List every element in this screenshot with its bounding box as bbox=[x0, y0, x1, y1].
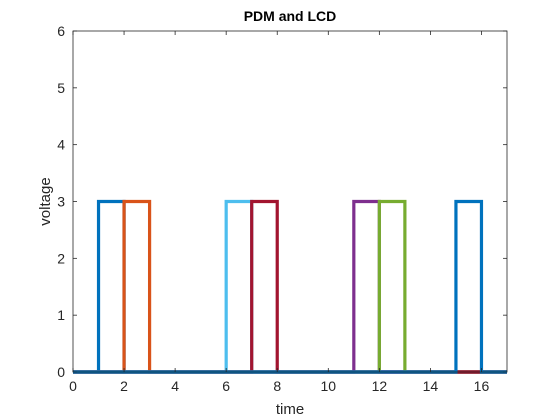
series-line-8 bbox=[73, 199, 507, 374]
y-tick-label: 2 bbox=[57, 250, 65, 266]
y-axis-label: voltage bbox=[37, 177, 54, 225]
x-axis-label: time bbox=[276, 401, 304, 418]
x-tick-label: 2 bbox=[120, 378, 128, 394]
y-tick-label: 6 bbox=[57, 23, 65, 39]
x-tick-label: 16 bbox=[474, 378, 490, 394]
y-tick-label: 1 bbox=[57, 307, 65, 323]
x-tick-label: 6 bbox=[222, 378, 230, 394]
series-line-2 bbox=[73, 199, 507, 374]
series-line-4 bbox=[73, 199, 507, 374]
series-line-3 bbox=[73, 199, 507, 374]
series-line-5 bbox=[73, 199, 507, 374]
x-tick-label: 4 bbox=[171, 378, 179, 394]
series-line-6 bbox=[73, 199, 507, 374]
x-tick-label: 8 bbox=[273, 378, 281, 394]
series-layer bbox=[73, 199, 507, 374]
x-tick-label: 14 bbox=[423, 378, 439, 394]
series-line-1 bbox=[73, 199, 507, 374]
y-tick-label: 5 bbox=[57, 80, 65, 96]
y-tick-label: 0 bbox=[57, 364, 65, 380]
y-tick-label: 3 bbox=[57, 194, 65, 210]
x-tick-label: 10 bbox=[321, 378, 337, 394]
y-tick-label: 4 bbox=[57, 137, 65, 153]
x-tick-label: 12 bbox=[372, 378, 388, 394]
x-tick-label: 0 bbox=[69, 378, 77, 394]
chart-title: PDM and LCD bbox=[244, 8, 337, 24]
